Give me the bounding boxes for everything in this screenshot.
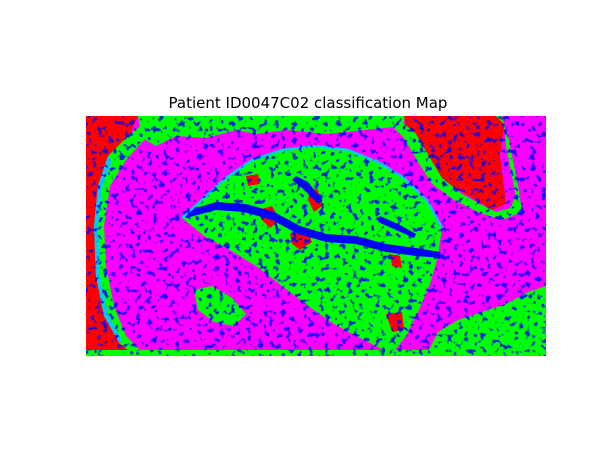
map-title: Patient ID0047C02 classification Map: [168, 94, 448, 112]
classification-map: [86, 116, 546, 356]
speckle-overlay: [86, 116, 546, 356]
classification-map-image: [86, 116, 546, 356]
